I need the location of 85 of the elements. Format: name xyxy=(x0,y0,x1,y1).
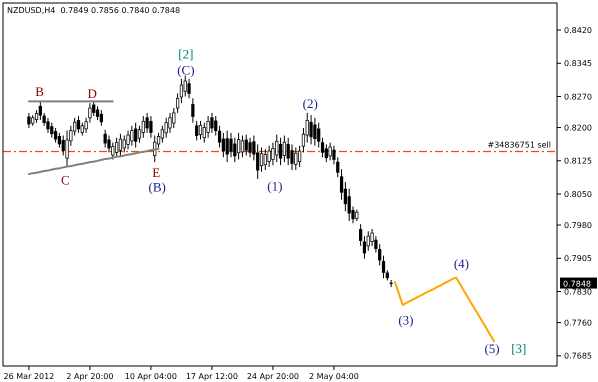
candlestick xyxy=(210,112,214,134)
annotation: B xyxy=(35,84,44,100)
annotation: (C) xyxy=(177,62,195,78)
annotation: (5) xyxy=(484,340,500,356)
candlestick xyxy=(267,145,271,168)
y-tick-label: 0.7980 xyxy=(564,220,592,230)
annotation: (4) xyxy=(454,256,470,272)
candlestick xyxy=(328,142,332,161)
candlestick xyxy=(236,132,240,160)
candlestick xyxy=(118,133,122,156)
candlestick xyxy=(142,116,145,138)
candlestick xyxy=(84,117,88,134)
candlestick xyxy=(138,125,142,144)
y-tick-label: 0.7760 xyxy=(564,318,592,328)
candlestick xyxy=(180,78,184,104)
candlestick xyxy=(46,117,50,134)
candlestick xyxy=(229,132,233,158)
annotation: (1) xyxy=(267,178,282,194)
candlestick xyxy=(290,144,294,171)
candlestick xyxy=(187,78,191,99)
annotation: (2) xyxy=(302,96,318,111)
candlestick xyxy=(126,130,130,150)
candlestick xyxy=(233,137,236,163)
candlestick xyxy=(355,209,358,222)
candlestick xyxy=(286,137,290,166)
y-tick-label: 0.8420 xyxy=(564,26,592,35)
candlestick xyxy=(88,102,92,124)
line-series xyxy=(394,276,496,342)
candlestick xyxy=(282,135,286,163)
candlestick xyxy=(96,106,100,121)
annotation: (3) xyxy=(398,312,414,328)
candlestick xyxy=(134,122,138,148)
candlestick xyxy=(195,120,198,141)
candlestick xyxy=(62,135,65,156)
annotation: [3] xyxy=(511,340,526,356)
candlestick xyxy=(50,122,54,138)
candlestick xyxy=(27,112,31,128)
candlestick xyxy=(130,125,134,146)
y-tick-label: 0.8050 xyxy=(564,190,592,199)
candlestick xyxy=(107,135,111,153)
x-tick-label: 10 Apr 04:00 xyxy=(124,372,178,381)
candlestick xyxy=(264,148,267,171)
annotation: [2] xyxy=(178,46,194,62)
candlestick xyxy=(206,116,210,138)
y-tick-label: 0.8270 xyxy=(564,92,592,102)
candlestick xyxy=(100,110,103,126)
candlestick xyxy=(76,116,80,134)
y-tick-label: 0.8200 xyxy=(564,123,592,132)
candlestick xyxy=(313,117,317,146)
annotation: (B) xyxy=(148,180,166,195)
candlestick xyxy=(248,137,252,158)
ref-line-label: #34836751 sell xyxy=(488,140,551,150)
y-tick-label: 0.7830 xyxy=(564,287,592,296)
candlestick xyxy=(260,146,264,172)
x-tick-label: 2 May 04:00 xyxy=(309,372,359,381)
x-tick-label: 24 Apr 20:00 xyxy=(246,372,300,381)
candlestick xyxy=(168,112,172,134)
candlestick xyxy=(226,130,229,163)
y-tick-label: 0.8345 xyxy=(564,59,592,68)
text: 0.7848 xyxy=(563,279,591,288)
annotation: D xyxy=(87,86,97,102)
candlestick xyxy=(65,130,69,168)
candlestick xyxy=(191,98,194,124)
candlestick xyxy=(198,120,202,140)
y-tick-label: 0.8125 xyxy=(564,156,592,166)
candlestick xyxy=(145,112,149,134)
annotation: E xyxy=(152,164,160,180)
x-tick-label: 17 Apr 12:00 xyxy=(186,372,238,381)
x-tick-label: 2 Apr 20:00 xyxy=(66,372,114,381)
y-tick-label: 0.7905 xyxy=(564,254,592,264)
x-tick-label: 26 Mar 2012 xyxy=(4,372,54,381)
chart-title: NZDUSD,H4 0.7849 0.7856 0.7840 0.7848 xyxy=(7,6,180,15)
y-tick-label: 0.7685 xyxy=(564,352,592,361)
candlestick xyxy=(278,137,282,166)
candlestick xyxy=(275,134,278,163)
candlestick xyxy=(240,135,244,158)
candlestick xyxy=(31,114,34,126)
candlestick xyxy=(164,117,168,138)
candlestick xyxy=(34,110,38,124)
candlestick xyxy=(294,146,298,171)
candlestick xyxy=(309,114,313,145)
candlestick xyxy=(149,116,153,138)
annotation: C xyxy=(61,172,70,188)
candlestick xyxy=(244,134,248,156)
candlestick xyxy=(114,137,118,158)
